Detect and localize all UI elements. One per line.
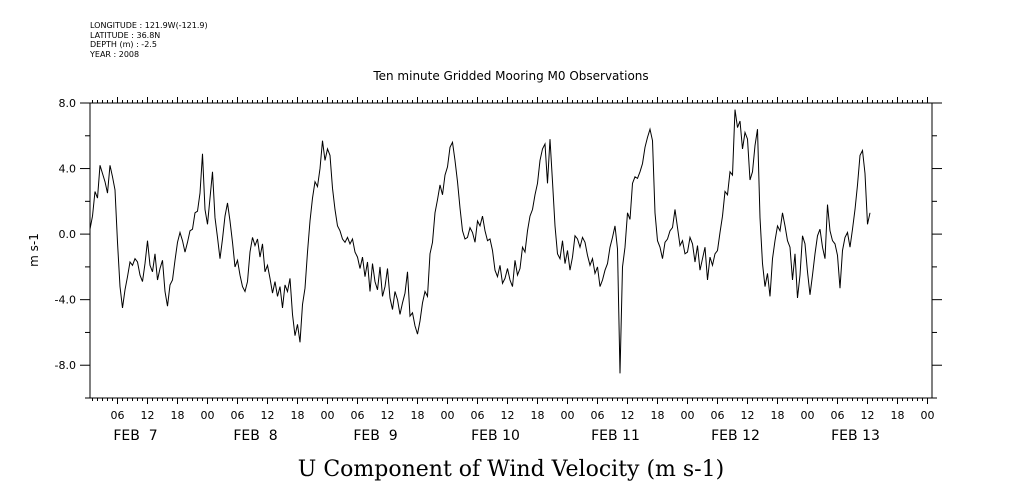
x-tick-label: 18 <box>171 409 185 422</box>
x-tick-label: 12 <box>501 409 515 422</box>
x-tick-label: 00 <box>801 409 815 422</box>
day-label: FEB 7 <box>113 428 157 444</box>
chart-title: Ten minute Gridded Mooring M0 Observatio… <box>372 69 648 83</box>
y-tick-label: 0.0 <box>59 228 77 241</box>
x-tick-label: 12 <box>741 409 755 422</box>
year-text: YEAR : 2008 <box>90 49 140 59</box>
metadata-block: LONGITUDE : 121.9W(-121.9) LATITUDE : 36… <box>90 21 208 59</box>
x-tick-label: 18 <box>651 409 665 422</box>
x-tick-label: 00 <box>561 409 575 422</box>
x-axis-title: U Component of Wind Velocity (m s-1) <box>298 457 724 482</box>
x-tick-label: 06 <box>471 409 485 422</box>
day-label: FEB 11 <box>591 428 640 444</box>
tick-group <box>80 97 942 404</box>
y-tick-labels: 8.0 4.0 0.0 -4.0 -8.0 <box>55 97 76 372</box>
x-tick-label: 12 <box>621 409 635 422</box>
x-tick-label: 06 <box>351 409 365 422</box>
day-label: FEB 9 <box>353 428 397 444</box>
day-label: FEB 8 <box>233 428 277 444</box>
x-tick-label: 18 <box>771 409 785 422</box>
x-tick-label: 06 <box>591 409 605 422</box>
x-tick-label: 00 <box>681 409 695 422</box>
x-tick-labels: 06 12 18 00 06 12 18 00 06 12 18 00 06 12 18 00 06 12 18 00… <box>111 409 935 422</box>
y-axis-title: m s-1 <box>27 233 41 267</box>
longitude-text: LONGITUDE : 121.9W(-121.9) <box>90 21 208 30</box>
x-tick-label: 12 <box>261 409 275 422</box>
x-tick-label: 06 <box>111 409 125 422</box>
plot-frame <box>89 102 933 399</box>
latitude-text: LATITUDE : 36.8N <box>90 30 161 40</box>
x-tick-label: 06 <box>831 409 845 422</box>
x-tick-label: 06 <box>231 409 245 422</box>
day-label: FEB 10 <box>471 428 520 444</box>
y-tick-label: -4.0 <box>55 294 76 307</box>
x-tick-label: 18 <box>411 409 425 422</box>
x-tick-label: 00 <box>321 409 335 422</box>
x-tick-label: 12 <box>861 409 875 422</box>
x-tick-label: 18 <box>891 409 905 422</box>
series-line-u <box>89 109 871 374</box>
x-tick-label: 18 <box>531 409 545 422</box>
depth-text: DEPTH (m) : -2.5 <box>90 40 157 49</box>
y-tick-label: -8.0 <box>55 359 76 372</box>
x-tick-label: 00 <box>921 409 935 422</box>
x-tick-label: 18 <box>291 409 305 422</box>
x-tick-label: 12 <box>141 409 155 422</box>
day-labels: FEB 7 FEB 8 FEB 9 FEB 10 FEB 11 FEB 12 FEB 13 <box>113 428 880 444</box>
x-tick-label: 12 <box>381 409 395 422</box>
x-tick-label: 00 <box>441 409 455 422</box>
y-tick-label: 8.0 <box>59 97 77 110</box>
day-label: FEB 13 <box>831 428 880 444</box>
x-tick-label: 00 <box>201 409 215 422</box>
y-tick-label: 4.0 <box>59 163 77 176</box>
day-label: FEB 12 <box>711 428 760 444</box>
x-tick-label: 06 <box>711 409 725 422</box>
